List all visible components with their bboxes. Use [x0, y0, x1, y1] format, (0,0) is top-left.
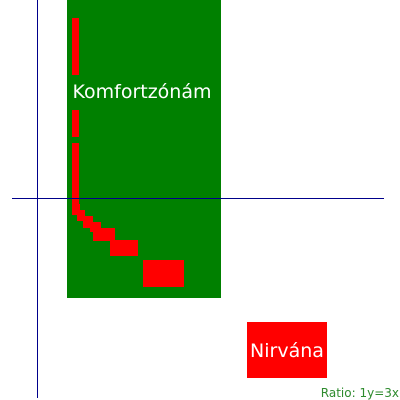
nirvana-box [247, 322, 327, 378]
curve-segment [72, 110, 79, 137]
curve-segment [72, 143, 79, 205]
curve-segment [93, 228, 115, 241]
curve-segment [90, 222, 101, 232]
comfort-curve [72, 18, 184, 287]
curve-segment [72, 204, 80, 215]
nirvana-label: Nirvána [250, 340, 324, 362]
curve-segment [83, 216, 93, 228]
curve-segment [110, 240, 138, 256]
comfort-zone-label: Komfortzónám [72, 81, 211, 103]
curve-segment [72, 18, 79, 75]
comfort-zone-box [67, 0, 221, 298]
curve-segment [143, 260, 184, 287]
curve-segment [77, 210, 85, 221]
ratio-label: Ratio: 1y=3x [321, 386, 399, 400]
